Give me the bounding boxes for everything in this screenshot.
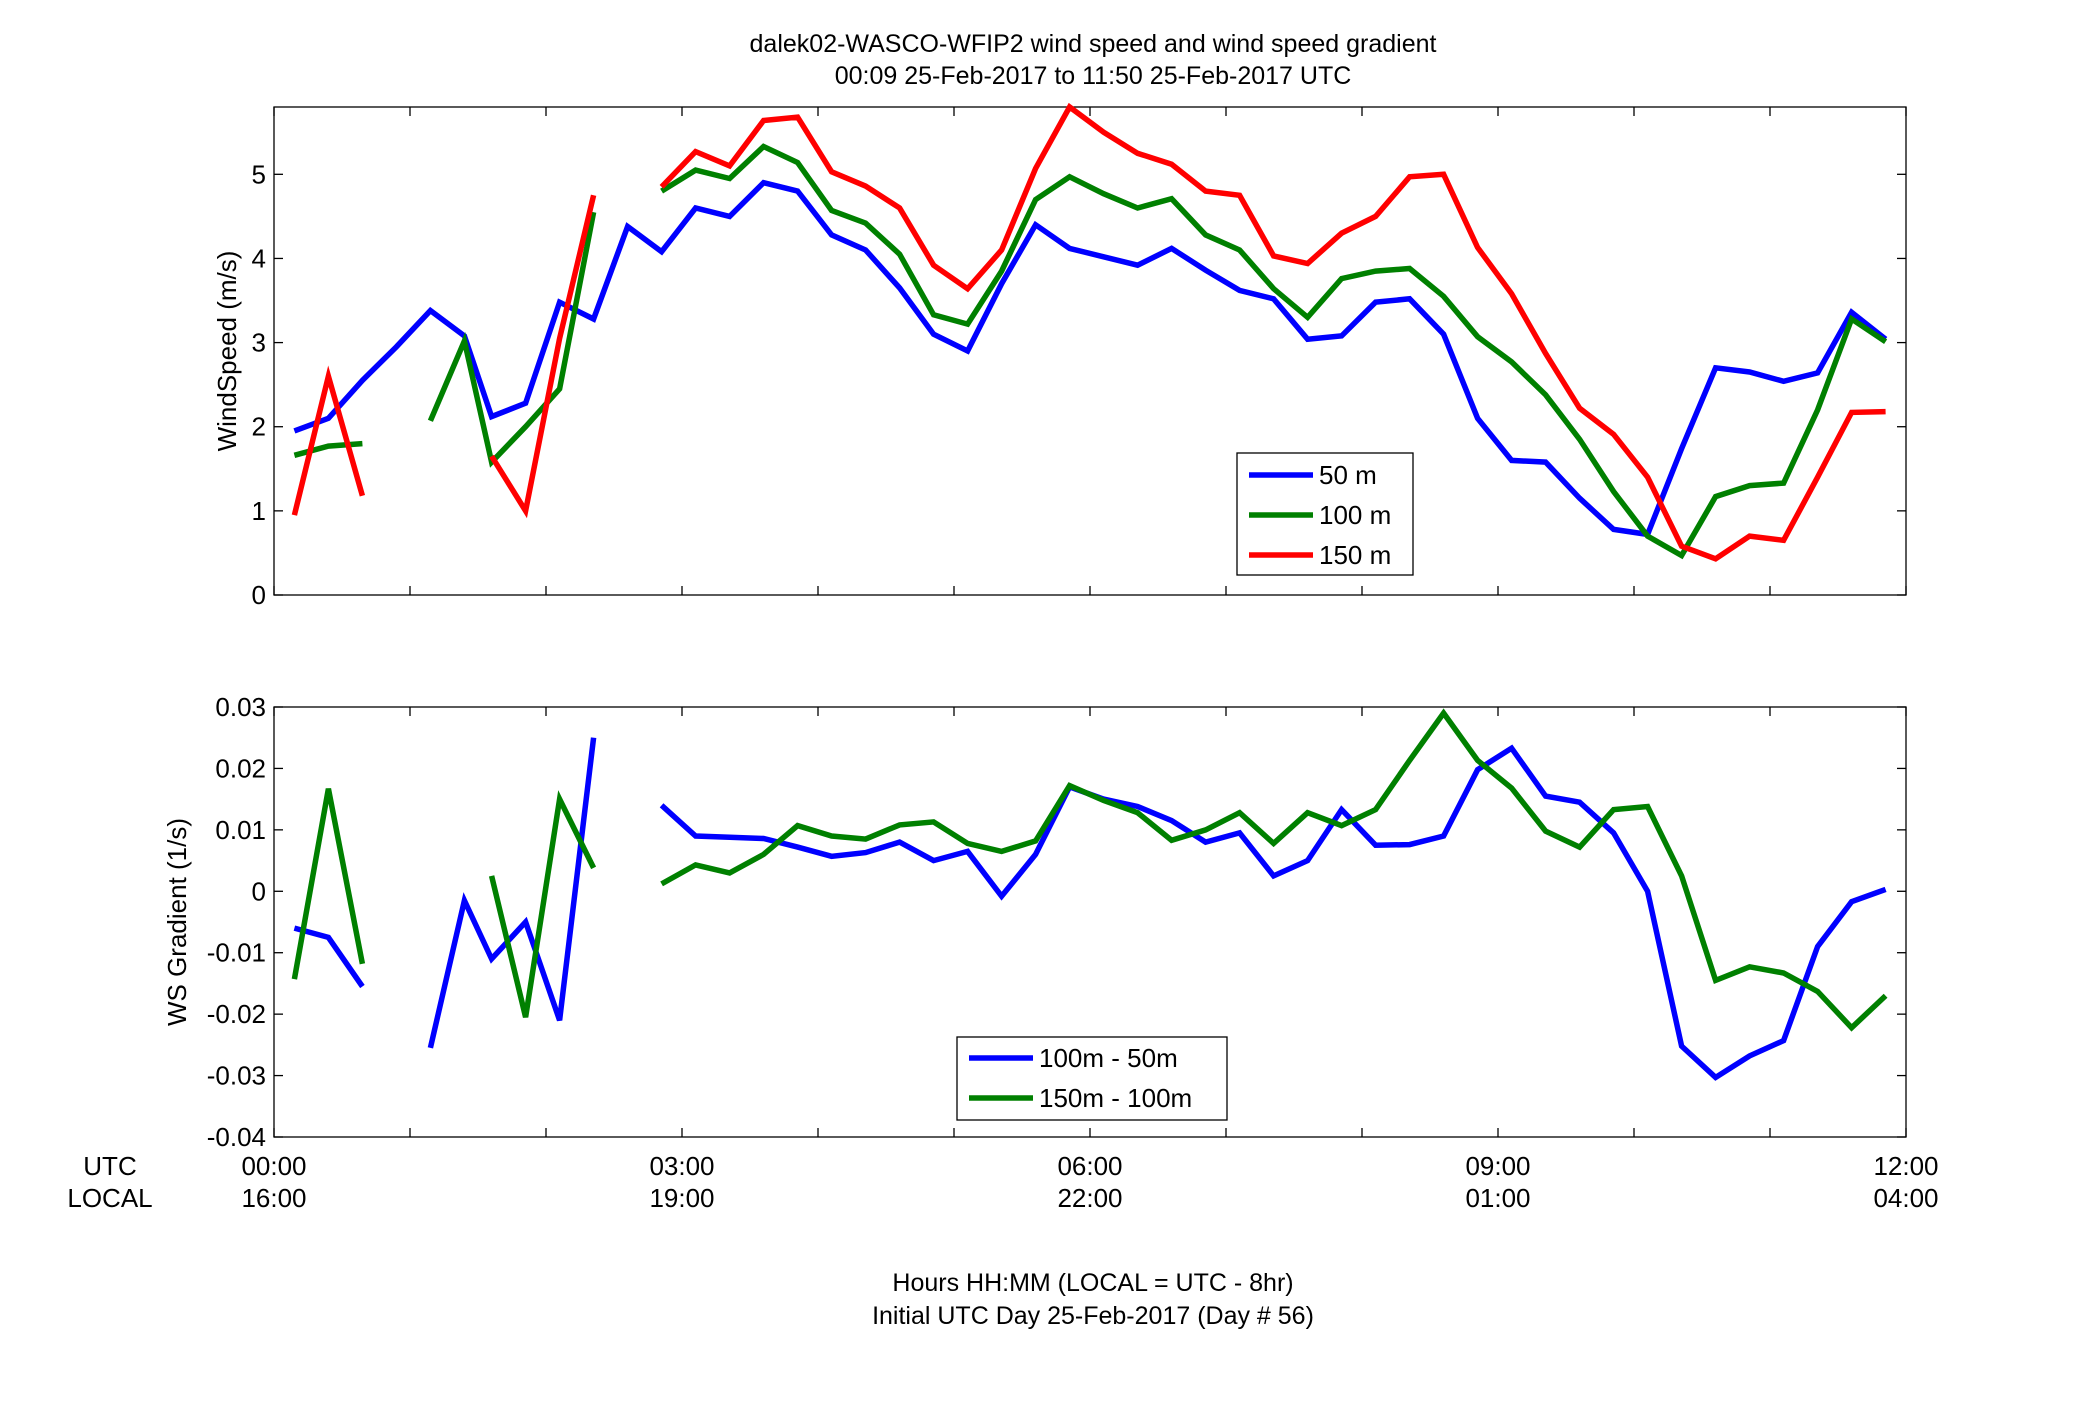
gradient-series-line-100m-50m [427,737,597,1049]
legend-label-150m: 150 m [1319,540,1391,570]
x-tick-label-utc: 09:00 [1465,1151,1530,1181]
x-tick-label-local: 01:00 [1465,1183,1530,1213]
legend-label-100m: 100 m [1319,500,1391,530]
windspeed-plot-area [273,106,1907,596]
windspeed-series-line-50-m [293,179,1888,538]
legend-label-50m: 50 m [1319,460,1377,490]
x-tick-label-utc: 06:00 [1057,1151,1122,1181]
gradient-series [291,708,1888,1081]
x-tick-label-utc: 03:00 [649,1151,714,1181]
chart-subtitle: 00:09 25-Feb-2017 to 11:50 25-Feb-2017 U… [835,62,1352,90]
windspeed-y-tick-label: 1 [252,496,266,526]
windspeed-ticks: 0 1 2 3 4 5 [252,107,1907,610]
windspeed-legend: 50 m 100 m 150 m [1236,452,1414,576]
gradient-y-tick-label: 0 [252,876,266,906]
x-tick-label-local: 22:00 [1057,1183,1122,1213]
x-tick-label-utc: 12:00 [1873,1151,1938,1181]
utc-row-label: UTC [83,1151,136,1181]
gradient-y-tick-label: -0.03 [207,1061,266,1091]
x-tick-label-local: 19:00 [649,1183,714,1213]
windspeed-y-tick-label: 2 [252,412,266,442]
x-tick-label-utc: 00:00 [241,1151,306,1181]
gradient-legend: 100m - 50m 150m - 100m [956,1036,1228,1121]
x-tick-label-local: 04:00 [1873,1183,1938,1213]
windspeed-panel: 0 1 2 3 4 5 WindSpeed (m/s) 50 m 100 m 150 m [212,102,1907,610]
chart-title: dalek02-WASCO-WFIP2 wind speed and wind … [750,30,1437,58]
windspeed-y-tick-label: 4 [252,243,266,273]
gradient-ticks: -0.04 -0.03 -0.02 -0.01 0 0.01 0.02 0.03 [207,692,1907,1152]
gradient-series-line-150m-100m [291,788,366,980]
windspeed-series [291,102,1888,562]
gradient-y-tick-label: -0.04 [207,1122,266,1152]
windspeed-series-line-150-m [659,102,1886,562]
gradient-y-tick-label: 0.01 [215,815,266,845]
windspeed-series-line-100-m [660,143,1888,560]
gradient-y-axis-label: WS Gradient (1/s) [162,818,192,1026]
legend-label-150m-100m: 150m - 100m [1039,1083,1192,1113]
gradient-series-line-100m-50m [659,744,1887,1081]
windspeed-series-line-100-m [427,211,597,468]
x-axis-label: Hours HH:MM (LOCAL = UTC - 8hr) [892,1269,1293,1297]
x-axis-sublabel: Initial UTC Day 25-Feb-2017 (Day # 56) [872,1302,1314,1330]
legend-label-100m-50m: 100m - 50m [1039,1043,1178,1073]
windspeed-y-tick-label: 5 [252,159,266,189]
windspeed-y-axis-label: WindSpeed (m/s) [212,251,242,452]
gradient-y-tick-label: -0.02 [207,999,266,1029]
windspeed-y-tick-label: 3 [252,328,266,358]
gradient-panel: -0.04 -0.03 -0.02 -0.01 0 0.01 0.02 0.03 WS Gra… [162,692,1907,1152]
x-tick-label-local: 16:00 [241,1183,306,1213]
gradient-series-line-150m-100m [488,790,597,1018]
gradient-y-tick-label: 0.02 [215,753,266,783]
gradient-legend-box [956,1036,1228,1121]
windspeed-series-line-150-m [489,194,597,519]
windspeed-y-tick-label: 0 [252,580,266,610]
gradient-y-tick-label: -0.01 [207,938,266,968]
windspeed-series-line-100-m [293,440,363,458]
gradient-series-line-150m-100m [660,708,1888,1032]
gradient-y-tick-label: 0.03 [215,692,266,722]
local-row-label: LOCAL [67,1183,152,1213]
windspeed-series-line-150-m [291,365,366,516]
